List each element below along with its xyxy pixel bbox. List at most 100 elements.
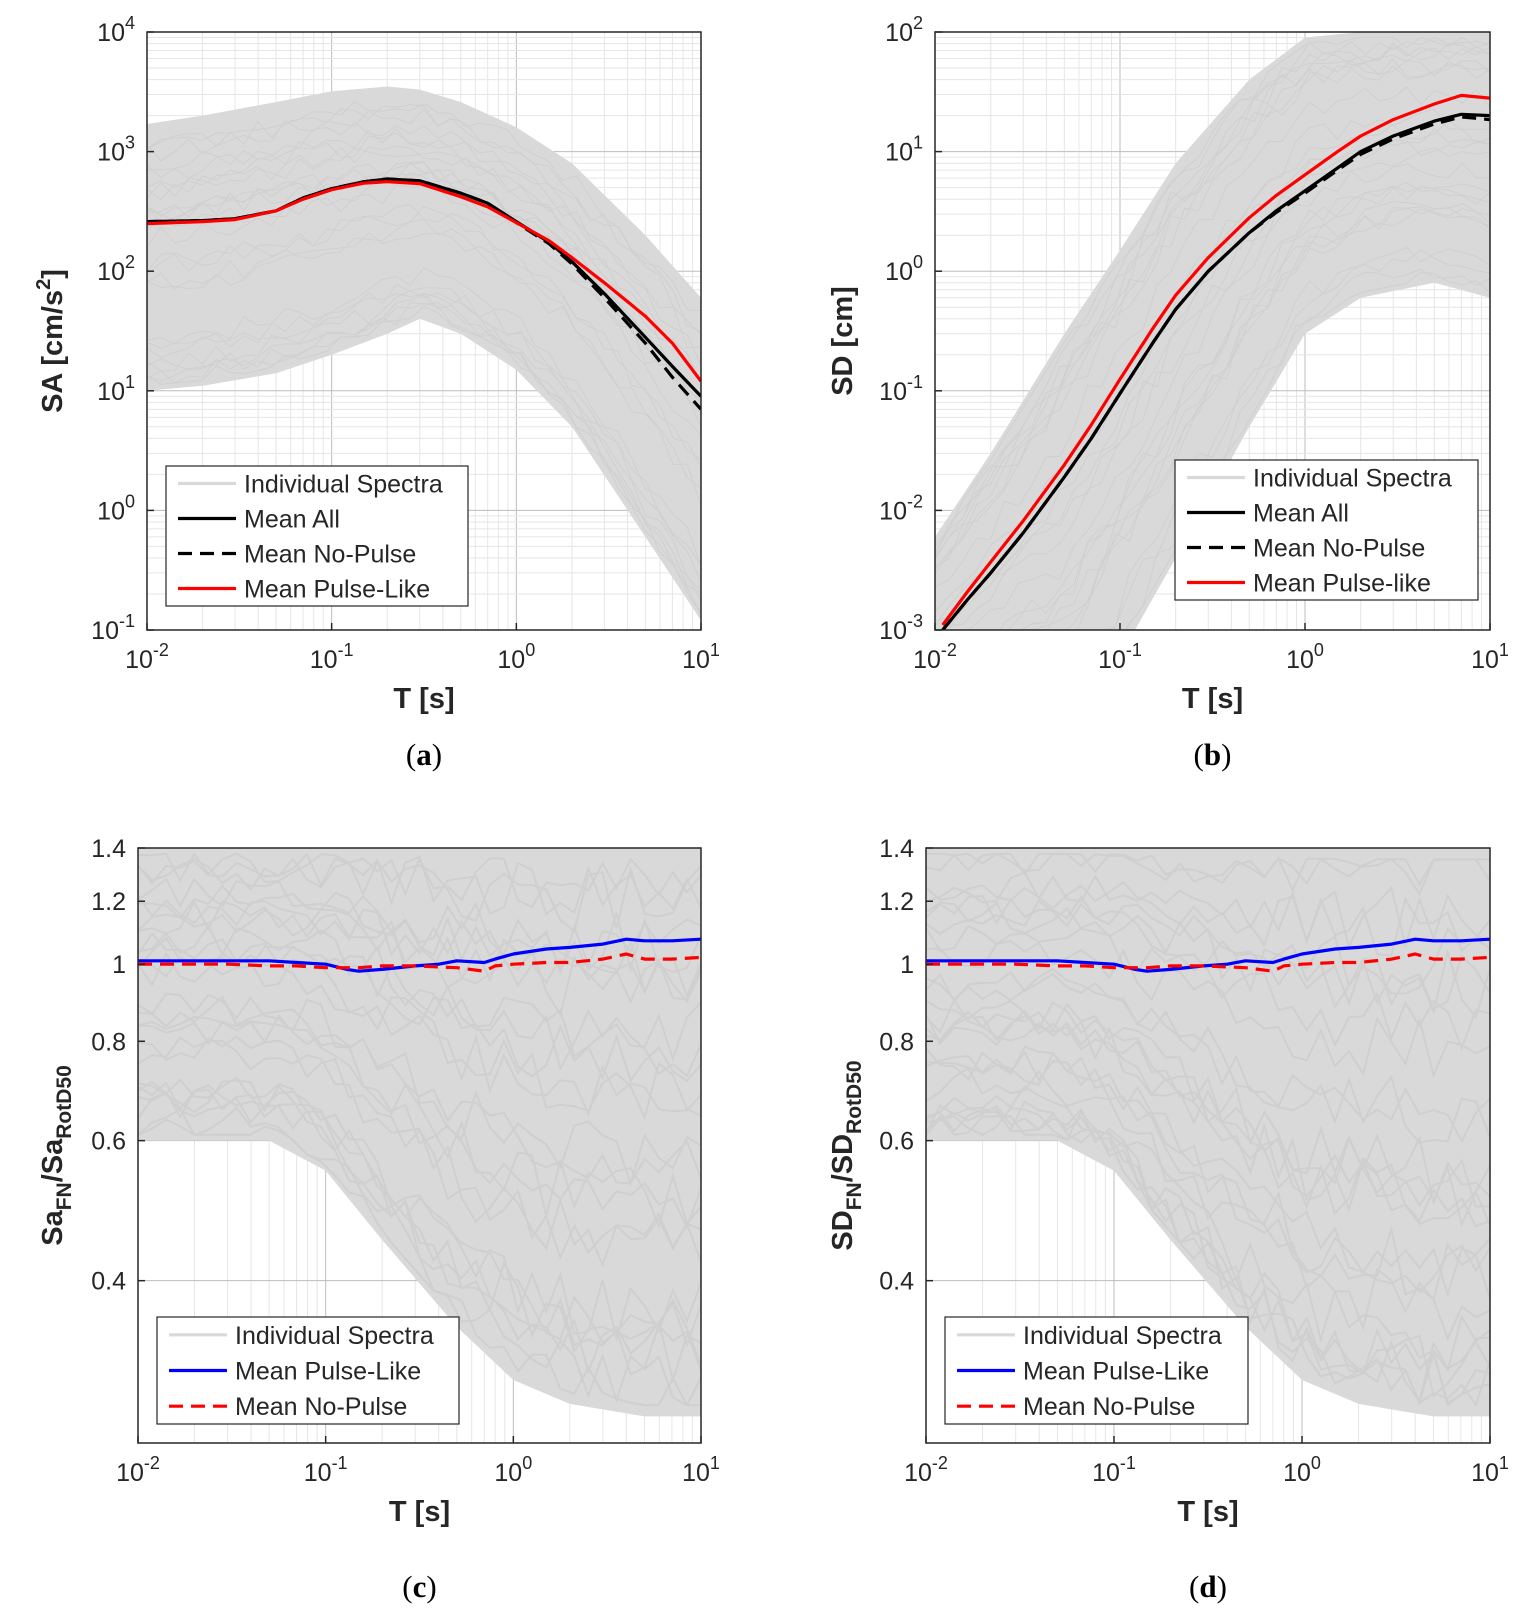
series-mean-no-pulse [138,952,701,973]
y-tick-label: 103 [97,133,135,167]
x-tick-label: 10-2 [125,640,169,674]
y-axis-label: SA [cm/s2] [33,269,69,413]
individual-spectrum-line [926,1045,1490,1298]
legend-entry-label: Mean Pulse-like [1253,570,1431,598]
individual-spectrum-line [1020,185,1490,630]
individual-spectrum-line [138,1118,701,1407]
individual-spectra-envelope [926,848,1490,1417]
legend-entry-label: Mean Pulse-Like [1023,1358,1209,1386]
y-tick-label: 0.6 [91,1128,126,1156]
axes-frame [925,847,1491,1444]
individual-spectrum-line [926,852,1490,887]
individual-spectrum-line [1066,206,1490,630]
x-tick-label: 10-1 [310,640,354,674]
y-tick-label: 10-1 [879,372,923,406]
individual-spectrum-line [926,871,1490,951]
panel-caption: (a) [406,737,442,772]
individual-spectrum-line [1031,206,1490,630]
legend-box [1174,459,1479,601]
legend-entry-label: Individual Spectra [244,471,443,499]
x-tick-label: 10-1 [1098,640,1142,674]
legend-entry-label: Individual Spectra [1253,465,1452,493]
y-tick-label: 101 [97,372,135,406]
individual-spectrum-line [1007,182,1490,630]
individual-spectrum-line [935,64,1490,567]
individual-spectrum-line [147,284,701,566]
individual-spectrum-line [147,205,701,461]
individual-spectrum-line [147,305,701,615]
y-axis-label: SaFN/SaRotD50 [37,1065,76,1246]
x-tick-label: 100 [1286,640,1324,674]
individual-spectrum-line [138,852,701,916]
individual-spectrum-line [1101,247,1490,630]
y-tick-label: 102 [97,252,135,286]
individual-spectrum-line [926,967,1490,1144]
individual-spectrum-line [926,1010,1490,1228]
y-tick-label: 102 [885,13,923,47]
individual-spectrum-line [926,1085,1490,1373]
individual-spectrum-line [138,857,701,933]
series-mean-pulse-like [926,937,1490,973]
series-mean-no-pulse [941,115,1490,630]
axes-frame [934,31,1491,631]
series-mean-pulse-like [138,937,701,973]
individual-spectrum-line [147,145,701,382]
series-mean-no-pulse [926,952,1490,973]
individual-spectrum-line [1046,201,1490,630]
y-tick-label: 10-1 [91,611,135,645]
individual-spectrum-line [147,203,701,467]
x-tick-label: 100 [494,1453,532,1487]
individual-spectrum-line [147,128,701,366]
x-tick-label: 10-2 [913,640,957,674]
individual-spectrum-line [147,132,701,379]
individual-spectrum-line [999,183,1490,630]
plot-area-b [935,32,1490,630]
y-tick-label: 100 [97,491,135,525]
individual-spectrum-line [935,46,1490,560]
panel-c: 10-2 10-1 100 101 0.4 0.6 0.8 1 1.2 1.4 T [s] SaFN/… [37,835,720,1604]
individual-spectrum-line [935,86,1490,588]
x-tick-label: 101 [682,640,720,674]
x-tick-label: 10-1 [304,1453,348,1487]
y-tick-label: 1.4 [879,835,914,863]
individual-spectrum-line [926,1051,1490,1294]
y-tick-label: 10-3 [879,611,923,645]
individual-spectrum-line [942,146,1490,630]
legend-a: Individual Spectra Mean All Mean No-Pulse M… [165,465,469,607]
panel-caption: (b) [1194,737,1232,772]
x-axis-label: T [s] [1177,1496,1238,1528]
individual-spectrum-line [926,1009,1490,1226]
individual-spectrum-line [147,302,701,615]
legend-d: Individual Spectra Mean Pulse-Like Mean No… [944,1316,1249,1425]
individual-spectrum-line [926,1106,1490,1404]
x-tick-label: 10-2 [904,1453,948,1487]
plot-area-a [147,32,701,630]
individual-spectrum-line [926,1067,1490,1342]
plot-area-c [138,848,701,1443]
x-tick-label: 101 [1471,1453,1509,1487]
individual-spectrum-line [138,1013,701,1230]
x-tick-label: 101 [682,1453,720,1487]
individual-spectrum-line [935,36,1490,548]
individual-spectra-lines [138,851,701,1407]
individual-spectrum-line [935,128,1490,622]
x-axis-label: T [s] [389,1496,450,1528]
individual-spectrum-line [147,293,701,582]
individual-spectrum-line [926,899,1490,1020]
individual-spectrum-line [147,104,701,333]
individual-spectrum-line [926,971,1490,1144]
legend-entry-label: Mean No-Pulse [235,1393,407,1421]
legend-entry-label: Individual Spectra [1023,1322,1222,1350]
x-tick-label: 100 [1283,1453,1321,1487]
individual-spectrum-line [147,232,701,506]
legend-b: Individual Spectra Mean All Mean No-Pulse M… [1174,459,1479,601]
y-tick-label: 1.4 [91,835,126,863]
individual-spectrum-line [935,120,1490,627]
y-tick-label: 1 [112,951,126,979]
y-tick-label: 1 [900,951,914,979]
individual-spectra-lines [147,100,701,615]
y-tick-label: 1.2 [91,888,126,916]
individual-spectrum-line [926,1014,1490,1228]
individual-spectra-lines [935,36,1490,630]
